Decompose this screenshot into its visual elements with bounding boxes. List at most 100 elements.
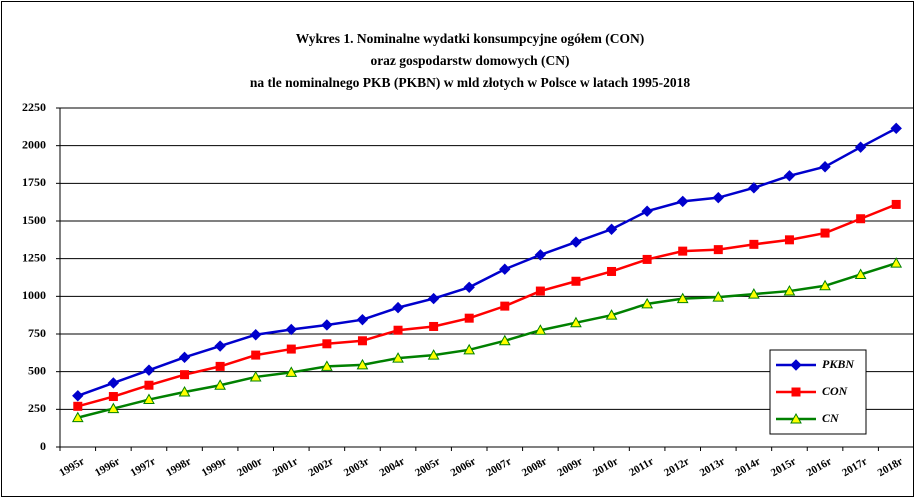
- data-point: [71, 411, 84, 423]
- data-point: [286, 344, 296, 354]
- data-point: [712, 191, 724, 204]
- data-point: [854, 141, 867, 153]
- data-point: [819, 279, 831, 291]
- data-point: [249, 370, 262, 382]
- data-point: [749, 239, 759, 249]
- legend-marker: [790, 359, 802, 371]
- chart-title-line: oraz gospodarstw domowych (CN): [370, 53, 569, 68]
- data-point: [463, 343, 476, 355]
- data-point: [605, 309, 618, 320]
- series: [71, 257, 903, 423]
- data-point: [214, 379, 226, 390]
- data-point: [856, 214, 866, 224]
- data-point: [429, 321, 439, 331]
- data-point: [285, 366, 298, 377]
- data-point: [392, 352, 404, 363]
- y-tick-label: 1750: [22, 175, 46, 189]
- data-point: [890, 257, 903, 268]
- legend-label: PKBN: [822, 357, 855, 371]
- data-point: [108, 392, 118, 402]
- legend-label: CON: [822, 384, 849, 398]
- data-point: [890, 122, 902, 135]
- data-point: [641, 297, 653, 309]
- series-line: [77, 203, 897, 408]
- data-point: [820, 228, 830, 238]
- data-point: [357, 336, 367, 346]
- y-tick-label: 1000: [22, 288, 46, 302]
- data-point: [464, 313, 474, 323]
- series: [73, 199, 901, 411]
- y-tick-label: 750: [28, 326, 46, 340]
- data-point: [180, 370, 190, 380]
- data-point: [500, 301, 510, 311]
- series-line: [77, 127, 897, 397]
- data-point: [144, 380, 154, 390]
- data-point: [214, 340, 226, 352]
- chart-title-line: Wykres 1. Nominalne wydatki konsumpcyjne…: [296, 31, 644, 46]
- data-point: [463, 281, 475, 294]
- y-tick-label: 250: [28, 401, 46, 415]
- data-point: [642, 254, 652, 264]
- data-point: [285, 323, 297, 336]
- data-point: [393, 325, 403, 335]
- legend: PKBN CON CN: [769, 349, 867, 435]
- data-point: [783, 285, 796, 296]
- chart-title: Wykres 1. Nominalne wydatki konsumpcyjne…: [250, 31, 690, 90]
- data-point: [499, 263, 511, 275]
- data-point: [72, 390, 84, 402]
- y-tick-label: 500: [28, 363, 46, 377]
- chart-title-line: na tle nominalnego PKB (PKBN) w mld złot…: [250, 75, 690, 90]
- data-point: [535, 286, 545, 296]
- y-tick-label: 1250: [22, 250, 46, 264]
- series-line: [77, 261, 897, 419]
- data-point: [143, 393, 155, 405]
- data-point: [215, 361, 225, 371]
- data-point: [748, 182, 760, 194]
- data-point: [677, 195, 689, 208]
- data-point: [107, 377, 120, 389]
- data-point: [570, 236, 582, 248]
- data-point: [891, 199, 901, 209]
- legend-marker: [790, 412, 802, 424]
- data-point: [178, 385, 191, 397]
- data-point: [427, 292, 440, 305]
- data-point: [498, 334, 511, 346]
- data-point: [678, 246, 688, 256]
- data-point: [392, 301, 404, 314]
- data-point: [107, 402, 120, 414]
- data-point: [713, 245, 723, 255]
- y-tick-label: 2250: [22, 100, 46, 114]
- legend-marker: [791, 387, 801, 397]
- data-point: [534, 249, 547, 261]
- data-point: [534, 324, 547, 335]
- data-point: [250, 329, 262, 341]
- series: [72, 122, 902, 402]
- data-point: [748, 288, 760, 299]
- data-point: [605, 223, 618, 235]
- data-point: [571, 276, 581, 286]
- data-point: [819, 161, 831, 173]
- data-point: [178, 351, 191, 364]
- data-point: [641, 205, 653, 217]
- data-point: [784, 235, 794, 245]
- data-point: [143, 364, 155, 376]
- data-point: [251, 350, 261, 360]
- data-point: [570, 316, 582, 328]
- data-point: [676, 292, 689, 304]
- data-point: [356, 313, 369, 326]
- legend-label: CN: [822, 411, 840, 425]
- data-point: [321, 360, 333, 371]
- data-point: [73, 401, 83, 411]
- data-point: [712, 291, 725, 302]
- data-point: [783, 170, 796, 182]
- y-tick-label: 2000: [22, 137, 46, 151]
- data-point: [322, 339, 332, 349]
- y-tick-label: 1500: [22, 213, 46, 227]
- data-point: [854, 268, 867, 279]
- data-point: [356, 358, 369, 370]
- data-point: [607, 266, 617, 276]
- data-point: [321, 319, 333, 331]
- data-point: [427, 349, 440, 360]
